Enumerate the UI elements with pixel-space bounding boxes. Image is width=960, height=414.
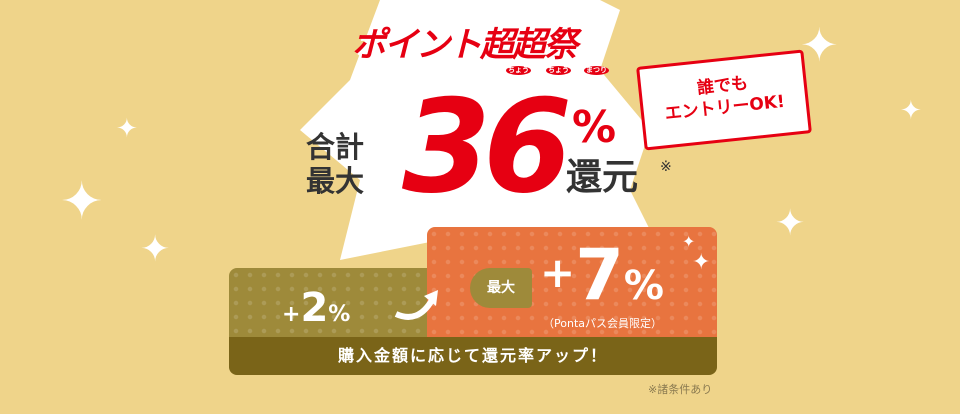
sparkle-icon: ✦ (60, 172, 104, 232)
sparkle-icon: ✦ (692, 250, 711, 275)
ponta-note: （Pontaパス会員限定） (543, 317, 662, 330)
sparkle-icon: ✦ (900, 96, 922, 126)
arrow-icon (394, 290, 438, 320)
ruby-text: まつり (584, 66, 609, 75)
max-badge: 最大 (470, 268, 532, 308)
headline-asterisk: ※ (660, 159, 672, 175)
headline-prefix: 合計 最大 (306, 130, 365, 198)
sparkle-icon: ✦ (682, 232, 696, 251)
sparkle-icon: ✦ (140, 229, 171, 270)
entry-bubble: 誰でも エントリーOK! (636, 49, 812, 151)
headline-percent: % (572, 102, 617, 153)
headline-number: 36 (402, 73, 572, 222)
campaign-title: ポイント超超祭 (352, 25, 578, 65)
ruby-text: ちょう (506, 66, 531, 75)
sparkle-icon: ✦ (116, 114, 138, 144)
sparkle-icon: ✦ (800, 18, 839, 72)
headline-suffix: 還元 (566, 157, 639, 198)
rate-up-band: 購入金額に応じて還元率アップ！ (229, 337, 717, 375)
bonus-rate: +7% (540, 234, 664, 316)
sparkle-icon: ✦ (775, 203, 806, 244)
base-rate: +2% (282, 285, 351, 331)
footnote: ※諸条件あり (648, 383, 713, 396)
ruby-text: ちょう (546, 66, 571, 75)
